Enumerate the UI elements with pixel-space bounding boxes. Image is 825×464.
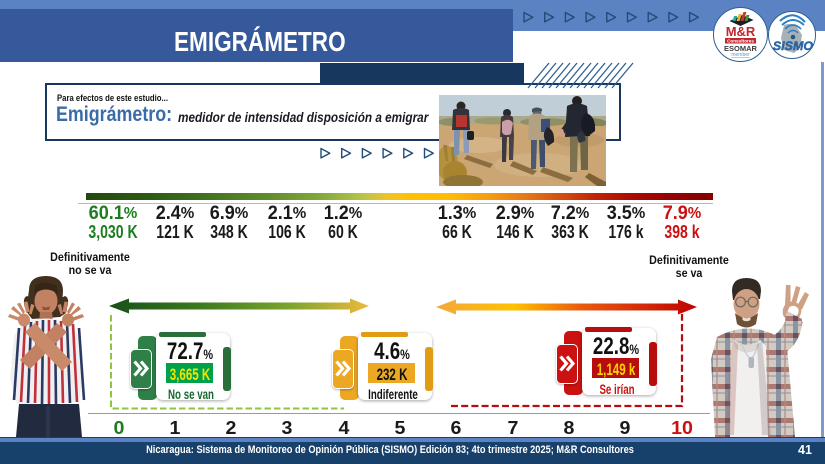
svg-text:M&R: M&R <box>726 24 756 39</box>
svg-text:SISMO: SISMO <box>773 39 814 53</box>
svg-text:Consultores: Consultores <box>727 39 754 44</box>
svg-text:ESOMAR: ESOMAR <box>724 44 758 53</box>
svg-text:member: member <box>731 52 750 58</box>
